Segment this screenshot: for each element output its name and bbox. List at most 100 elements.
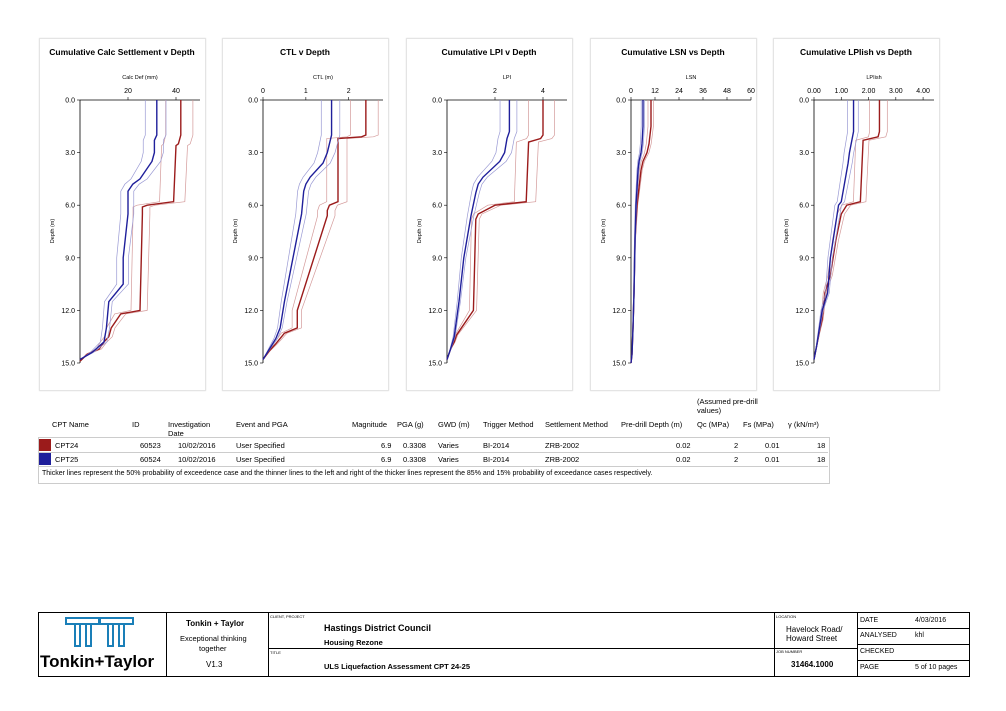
y-axis-label: Depth (m)	[417, 219, 423, 244]
y-tick-label: 9.0	[799, 255, 809, 262]
y-tick-label: 15.0	[428, 361, 442, 368]
x-axis-label: LSN	[686, 75, 697, 81]
header-investigation-date-2: Date	[168, 429, 184, 438]
x-tick-label: 40	[172, 88, 180, 95]
x-tick-label: 3.00	[889, 88, 903, 95]
x-tick-label: 2	[493, 88, 497, 95]
cpt25-upper-bound-line	[813, 100, 859, 360]
x-tick-label: 2	[347, 88, 351, 95]
header-trigger: Trigger Method	[483, 420, 534, 429]
header-predrill: Pre-drill Depth (m)	[621, 420, 683, 429]
row-cpt24-name: CPT24	[55, 441, 79, 450]
y-tick-label: 15.0	[795, 361, 809, 368]
cpt24-series-line	[630, 100, 652, 364]
y-tick-label: 6.0	[65, 203, 75, 210]
chart-title: Cumulative LPIish vs Depth	[800, 47, 912, 57]
y-tick-label: 12.0	[244, 308, 258, 315]
cpt25-lower-bound-line	[446, 100, 501, 360]
x-axis-label: Calc Def (mm)	[122, 75, 158, 81]
x-tick-label: 0	[629, 88, 633, 95]
row-cpt24-event: User Specified	[236, 441, 285, 450]
job-number: 31464.1000	[791, 660, 834, 669]
y-tick-label: 0.0	[65, 98, 75, 105]
x-tick-label: 20	[124, 88, 132, 95]
y-tick-label: 6.0	[432, 203, 442, 210]
y-axis-label: Depth (m)	[50, 219, 56, 244]
row-cpt25-trigger: BI-2014	[483, 455, 510, 464]
client-name: Hastings District Council	[324, 623, 432, 633]
chart-title: Cumulative LPI v Depth	[442, 47, 537, 57]
chart-panel-lsn: Cumulative LSN vs Depth LSN Depth (m) 0 12 24…	[590, 38, 757, 391]
row-cpt25-event: User Specified	[236, 455, 285, 464]
row-cpt24-settlement: ZRB-2002	[545, 441, 580, 450]
y-tick-label: 12.0	[61, 308, 75, 315]
drawing-title: ULS Liquefaction Assessment CPT 24-25	[324, 662, 471, 671]
cpt24-swatch	[39, 439, 51, 451]
row-cpt24-pga: 0.3308	[403, 441, 426, 450]
chart-svg: Cumulative LPIish vs Depth LPIish Depth (m…	[784, 47, 934, 368]
cpt24-series-line	[79, 100, 182, 362]
x-tick-label: 24	[675, 88, 683, 95]
row-cpt25-qc: 2	[734, 455, 739, 464]
y-tick-label: 0.0	[432, 98, 442, 105]
y-tick-label: 12.0	[612, 308, 626, 315]
cpt24-series-line	[446, 100, 544, 360]
row-cpt24-id: 60523	[140, 441, 161, 450]
y-tick-label: 3.0	[65, 150, 75, 157]
row-cpt25-id: 60524	[140, 455, 161, 464]
y-tick-label: 9.0	[616, 255, 626, 262]
y-tick-label: 0.0	[616, 98, 626, 105]
page-label: PAGE	[860, 664, 879, 671]
y-tick-label: 6.0	[248, 203, 258, 210]
y-axis-label: Depth (m)	[601, 219, 607, 244]
y-axis-label: Depth (m)	[233, 219, 239, 244]
header-assumed-1: (Assumed pre-drill	[697, 397, 758, 406]
row-cpt24-trigger: BI-2014	[483, 441, 510, 450]
row-divider	[38, 466, 828, 467]
x-tick-label: 48	[723, 88, 731, 95]
divider	[774, 613, 775, 676]
chart-panel-lpiish: Cumulative LPIish vs Depth LPIish Depth (m…	[773, 38, 940, 391]
row-cpt24-gamma: 18	[817, 441, 826, 450]
title-block: Tonkin+Taylor Tonkin + Taylor Exceptiona…	[38, 612, 970, 677]
y-tick-label: 9.0	[432, 255, 442, 262]
y-tick-label: 12.0	[428, 308, 442, 315]
y-tick-label: 0.0	[248, 98, 258, 105]
cpt25-upper-bound-line	[262, 100, 341, 360]
y-tick-label: 6.0	[799, 203, 809, 210]
table-body-frame	[38, 437, 830, 484]
row-divider	[38, 452, 828, 453]
tonkin-taylor-logo: Tonkin+Taylor	[39, 613, 166, 676]
y-tick-label: 9.0	[65, 255, 75, 262]
tagline-2: together	[199, 644, 227, 653]
logo-wordmark: Tonkin+Taylor	[40, 652, 155, 671]
header-qc: Qc (MPa)	[697, 420, 730, 429]
y-tick-label: 12.0	[795, 308, 809, 315]
y-tick-label: 3.0	[432, 150, 442, 157]
x-tick-label: 4.00	[916, 88, 930, 95]
header-id: ID	[132, 420, 140, 429]
divider	[857, 628, 969, 629]
header-fs: Fs (MPa)	[743, 420, 774, 429]
cpt25-series-line	[262, 100, 333, 360]
x-tick-label: 36	[699, 88, 707, 95]
table-note: Thicker lines represent the 50% probabil…	[42, 470, 653, 477]
chart-svg: Cumulative LSN vs Depth LSN Depth (m) 0 12 24…	[601, 47, 755, 368]
row-cpt24-date: 10/02/2016	[178, 441, 216, 450]
cpt24-lower-bound-line	[446, 100, 529, 360]
location-label: LOCATION	[776, 614, 797, 619]
project-name: Housing Rezone	[324, 638, 383, 647]
cpt25-lower-bound-line	[813, 100, 848, 360]
row-cpt25-fs: 0.01	[765, 455, 780, 464]
header-settlement: Settlement Method	[545, 420, 608, 429]
y-tick-label: 3.0	[616, 150, 626, 157]
header-cpt-name: CPT Name	[52, 420, 89, 429]
row-cpt25-pga: 0.3308	[403, 455, 426, 464]
analysed-label: ANALYSED	[860, 632, 897, 639]
x-tick-label: 1.00	[834, 88, 848, 95]
page-value: 5 of 10 pages	[915, 664, 958, 671]
cpt25-series-line	[79, 100, 158, 361]
row-cpt24-predrill: 0.02	[676, 441, 691, 450]
y-tick-label: 3.0	[248, 150, 258, 157]
row-cpt25-name: CPT25	[55, 455, 79, 464]
